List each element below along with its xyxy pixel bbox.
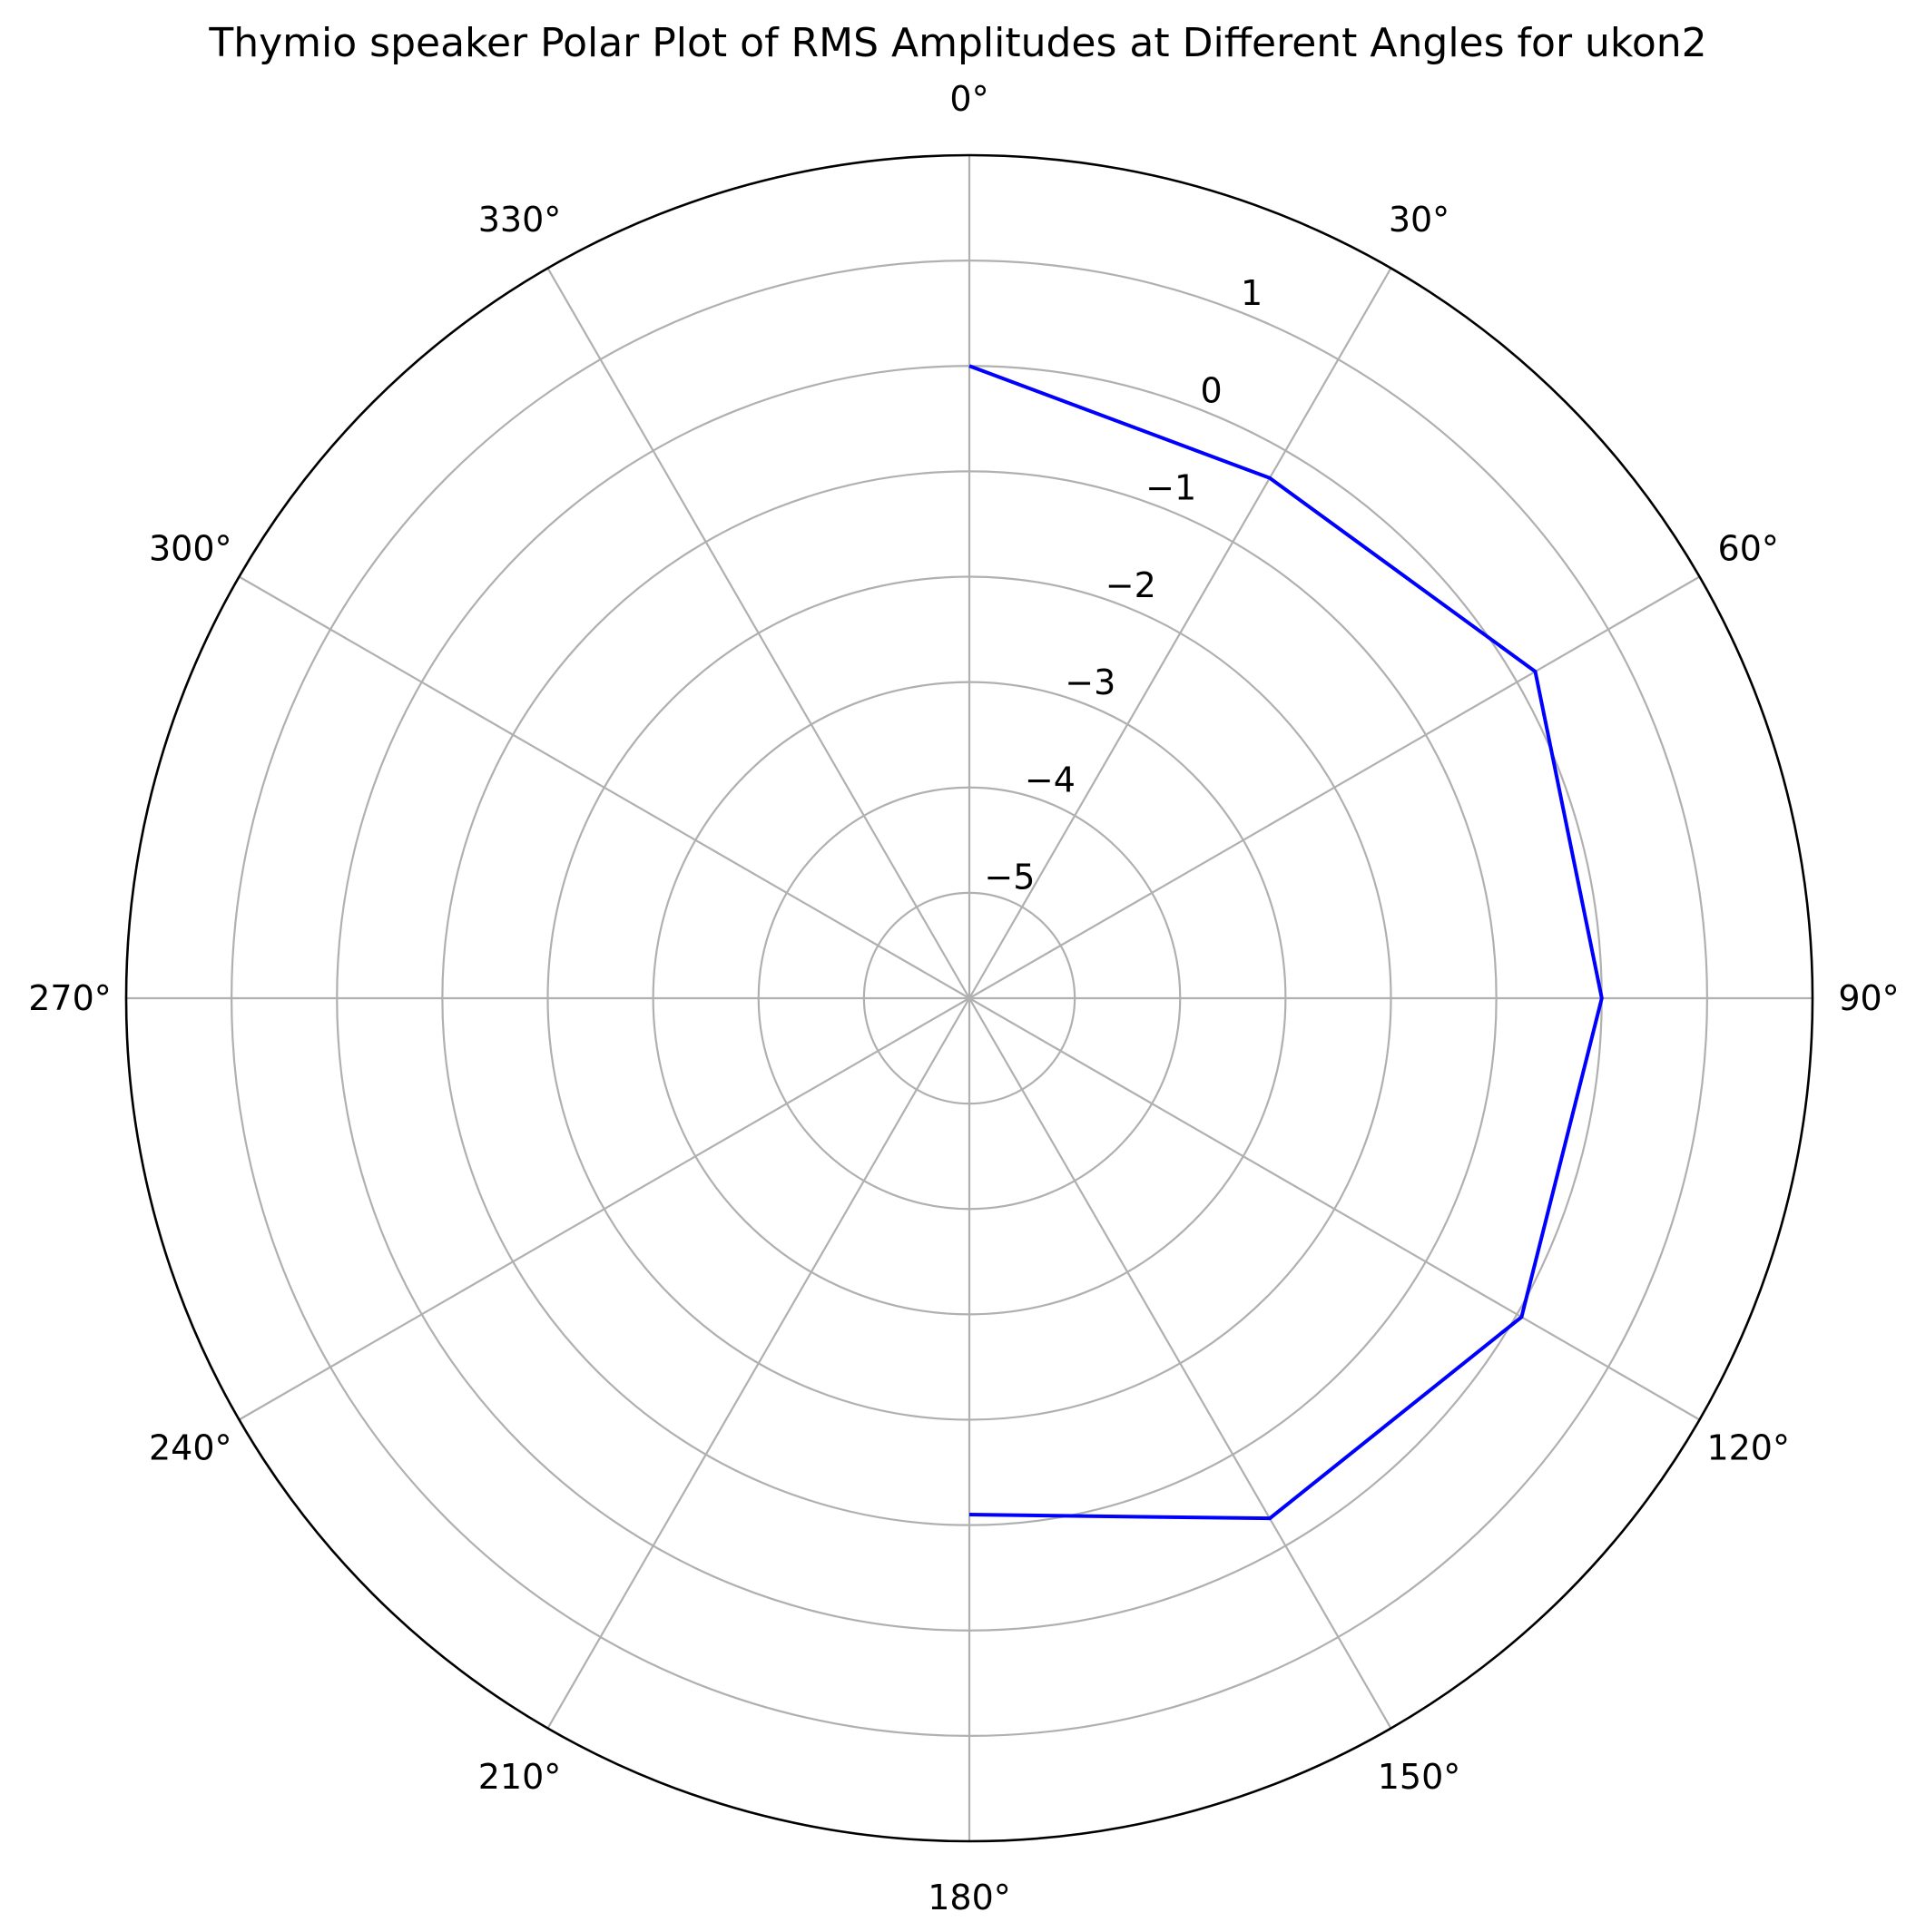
polar-outer-circle [124, 153, 1814, 1843]
theta-tick-labels: 0° 30° 60° 90° 120° 150° 180° 210° 240° 270° 300° 3… [28, 79, 1899, 1917]
angular-grid-line-8 [238, 997, 970, 1421]
angular-grid-line-1 [968, 267, 1392, 999]
theta-tick-label-9: 270° [28, 978, 112, 1018]
radial-tick-label-3: −2 [1105, 565, 1156, 605]
theta-tick-label-7: 210° [478, 1757, 562, 1797]
theta-tick-label-6: 180° [928, 1878, 1011, 1917]
angular-grid-line-7 [546, 997, 970, 1730]
angular-grid-line-5 [968, 997, 1392, 1730]
theta-tick-label-1: 30° [1389, 200, 1449, 240]
theta-tick-label-3: 90° [1838, 978, 1899, 1018]
radial-tick-label-5: 0 [1201, 370, 1223, 410]
theta-tick-label-11: 330° [478, 200, 562, 240]
theta-tick-label-10: 300° [149, 529, 232, 569]
theta-tick-label-2: 60° [1718, 529, 1779, 569]
series-layer [968, 364, 1604, 1521]
radial-tick-label-0: −5 [984, 858, 1035, 897]
polar-frame [124, 153, 1814, 1843]
radial-tick-label-1: −4 [1025, 760, 1076, 799]
theta-tick-label-0: 0° [949, 79, 988, 119]
angular-grid-spokes [126, 155, 1813, 1841]
radial-tick-label-4: −1 [1145, 468, 1196, 508]
radial-tick-label-2: −3 [1065, 662, 1115, 702]
chart-title: Thymio speaker Polar Plot of RMS Amplitu… [209, 20, 1707, 66]
angular-grid-line-10 [238, 575, 970, 999]
radial-tick-label-6: 1 [1241, 273, 1263, 313]
angular-grid-line-4 [968, 997, 1701, 1421]
theta-tick-label-8: 240° [149, 1428, 232, 1468]
angular-grid-line-2 [968, 575, 1701, 999]
radial-tick-labels: −5 −4 −3 −2 −1 0 1 [984, 273, 1263, 897]
series-line-0 [968, 364, 1604, 1521]
theta-tick-label-5: 150° [1378, 1757, 1461, 1797]
theta-tick-label-4: 120° [1706, 1428, 1790, 1468]
angular-grid-line-11 [546, 267, 970, 999]
